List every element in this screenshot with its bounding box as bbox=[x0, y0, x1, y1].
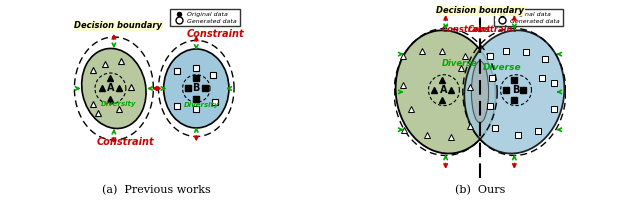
Text: B: B bbox=[193, 83, 200, 94]
Text: Diversity: Diversity bbox=[101, 101, 137, 107]
Text: Diverse: Diverse bbox=[483, 63, 522, 72]
Text: Constraint: Constraint bbox=[97, 137, 155, 147]
Ellipse shape bbox=[396, 30, 496, 154]
Ellipse shape bbox=[464, 30, 564, 154]
Text: (b)  Ours: (b) Ours bbox=[455, 185, 505, 195]
Text: Constraint: Constraint bbox=[442, 25, 491, 34]
Text: B: B bbox=[513, 85, 520, 95]
Text: Decision boundary: Decision boundary bbox=[436, 6, 524, 15]
Text: A: A bbox=[107, 83, 114, 94]
Text: (a)  Previous works: (a) Previous works bbox=[102, 185, 211, 195]
Text: Constraint: Constraint bbox=[186, 29, 244, 39]
Legend: Original data, Generated data: Original data, Generated data bbox=[493, 9, 563, 26]
Text: Constraint: Constraint bbox=[467, 25, 516, 34]
Ellipse shape bbox=[164, 49, 229, 128]
Text: Diverse: Diverse bbox=[442, 59, 477, 68]
Text: A: A bbox=[440, 85, 448, 95]
Text: Diversity: Diversity bbox=[184, 102, 219, 108]
Text: Decision boundary: Decision boundary bbox=[74, 21, 163, 30]
Ellipse shape bbox=[472, 61, 488, 123]
Legend: Original data, Generated data: Original data, Generated data bbox=[170, 9, 239, 26]
Ellipse shape bbox=[82, 48, 146, 128]
